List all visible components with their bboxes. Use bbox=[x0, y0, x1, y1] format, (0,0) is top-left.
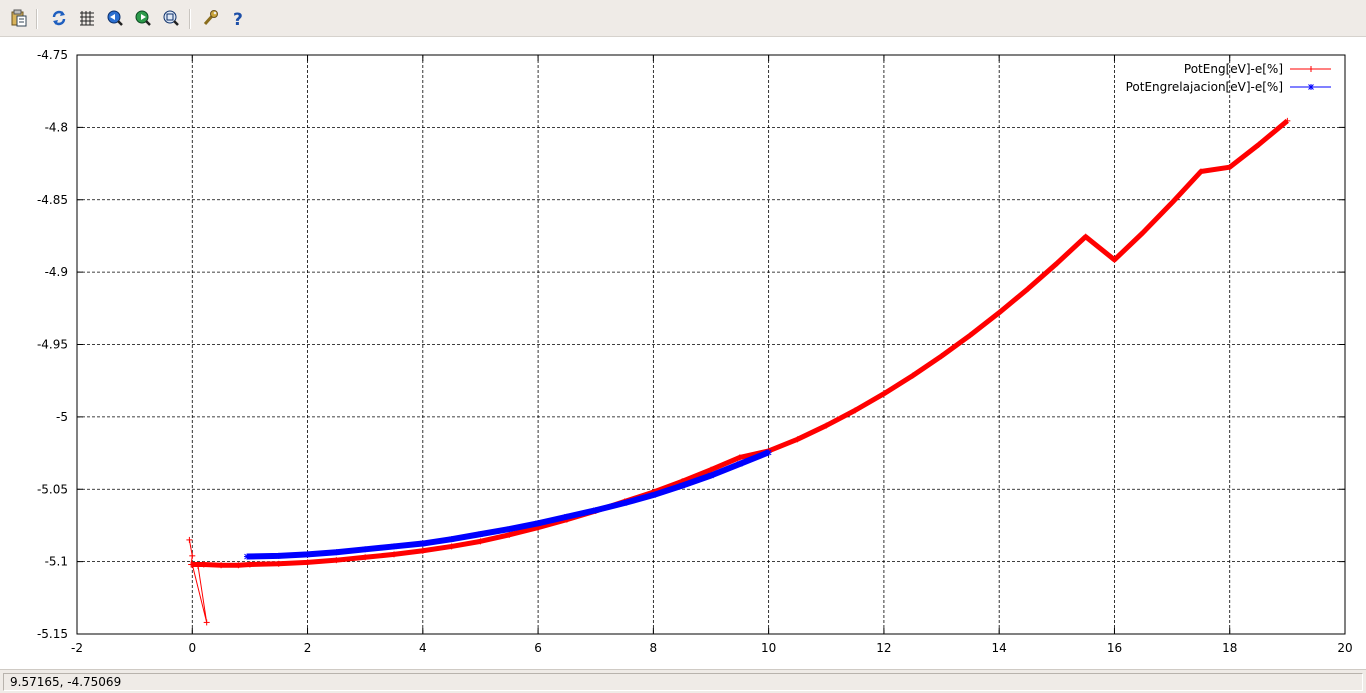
x-tick-label: 6 bbox=[534, 641, 542, 655]
data-point bbox=[621, 500, 628, 506]
settings-icon[interactable] bbox=[200, 8, 220, 28]
x-tick-label: 16 bbox=[1107, 641, 1122, 655]
x-tick-label: 10 bbox=[761, 641, 776, 655]
y-tick-label: -5 bbox=[56, 410, 68, 424]
toolbar: ? bbox=[0, 0, 1366, 37]
y-tick-label: -5.05 bbox=[37, 482, 68, 496]
y-tick-label: -5.15 bbox=[37, 627, 68, 641]
plot-border bbox=[76, 54, 1346, 635]
data-point bbox=[244, 553, 250, 560]
data-point bbox=[679, 482, 686, 489]
legend-label-series-2: PotEngrelajacion[eV]-e[%] bbox=[1126, 80, 1283, 94]
data-point bbox=[765, 449, 772, 456]
data-point bbox=[419, 540, 426, 547]
copy-to-clipboard-icon[interactable] bbox=[9, 8, 29, 28]
y-tick-label: -4.85 bbox=[37, 193, 68, 207]
chart-svg[interactable]: -2 0 2 4 6 8 10 12 14 16 18 20 -4.75 -4.8 -4.85 -4.9 -4.… bbox=[0, 37, 1366, 668]
data-point bbox=[304, 551, 311, 558]
status-bar: 9.57165, -4.75069 bbox=[0, 669, 1366, 693]
series-1 bbox=[186, 117, 1291, 626]
data-point bbox=[477, 531, 484, 537]
next-zoom-icon[interactable] bbox=[133, 8, 153, 28]
y-tick-label: -4.75 bbox=[37, 48, 68, 62]
data-point bbox=[391, 543, 397, 550]
data-point bbox=[736, 461, 743, 467]
help-icon[interactable]: ? bbox=[228, 8, 248, 28]
y-tick-label: -4.95 bbox=[37, 338, 68, 352]
previous-zoom-icon[interactable] bbox=[105, 8, 125, 28]
y-tick-label: -5.1 bbox=[45, 555, 68, 569]
x-tick-label: 8 bbox=[650, 641, 658, 655]
plot-area[interactable]: -2 0 2 4 6 8 10 12 14 16 18 20 -4.75 -4.8 -4.85 -4.9 -4.… bbox=[0, 37, 1366, 668]
data-point bbox=[275, 552, 282, 559]
series-layer bbox=[186, 117, 1291, 626]
autoscale-icon[interactable] bbox=[161, 8, 181, 28]
data-point bbox=[650, 492, 657, 498]
x-tick-label: 2 bbox=[304, 641, 312, 655]
data-point bbox=[592, 507, 599, 514]
x-tick-label: 20 bbox=[1337, 641, 1352, 655]
grid-lines bbox=[77, 55, 1345, 634]
legend-label-series-1: PotEng[eV]-e[%] bbox=[1184, 62, 1283, 76]
x-tick-label: -2 bbox=[71, 641, 83, 655]
series-line bbox=[192, 118, 1289, 568]
x-tick-label: 14 bbox=[992, 641, 1007, 655]
y-tick-label: -4.9 bbox=[45, 265, 68, 279]
series-line bbox=[246, 449, 770, 560]
data-point bbox=[535, 520, 541, 527]
data-point bbox=[333, 549, 340, 556]
data-point bbox=[708, 472, 714, 479]
x-tick-label: 4 bbox=[419, 641, 427, 655]
series-2 bbox=[244, 449, 772, 560]
data-point bbox=[1308, 84, 1314, 90]
axes: -2 0 2 4 6 8 10 12 14 16 18 20 -4.75 -4.8 -4.85 -4.9 -4.… bbox=[37, 48, 1353, 655]
x-tick-label: 0 bbox=[188, 641, 196, 655]
x-tick-label: 12 bbox=[876, 641, 891, 655]
data-point bbox=[448, 536, 455, 543]
cursor-coordinates: 9.57165, -4.75069 bbox=[3, 673, 1363, 691]
legend: PotEng[eV]-e[%] PotEngrelajacion[eV]-e[%… bbox=[1126, 62, 1331, 94]
data-point bbox=[506, 526, 513, 532]
x-tick-label: 18 bbox=[1222, 641, 1237, 655]
svg-text:?: ? bbox=[233, 10, 243, 27]
y-tick-label: -4.8 bbox=[45, 120, 68, 134]
grid-icon[interactable] bbox=[77, 8, 97, 28]
data-point bbox=[564, 513, 570, 520]
replot-icon[interactable] bbox=[49, 8, 69, 28]
data-point bbox=[362, 546, 369, 553]
